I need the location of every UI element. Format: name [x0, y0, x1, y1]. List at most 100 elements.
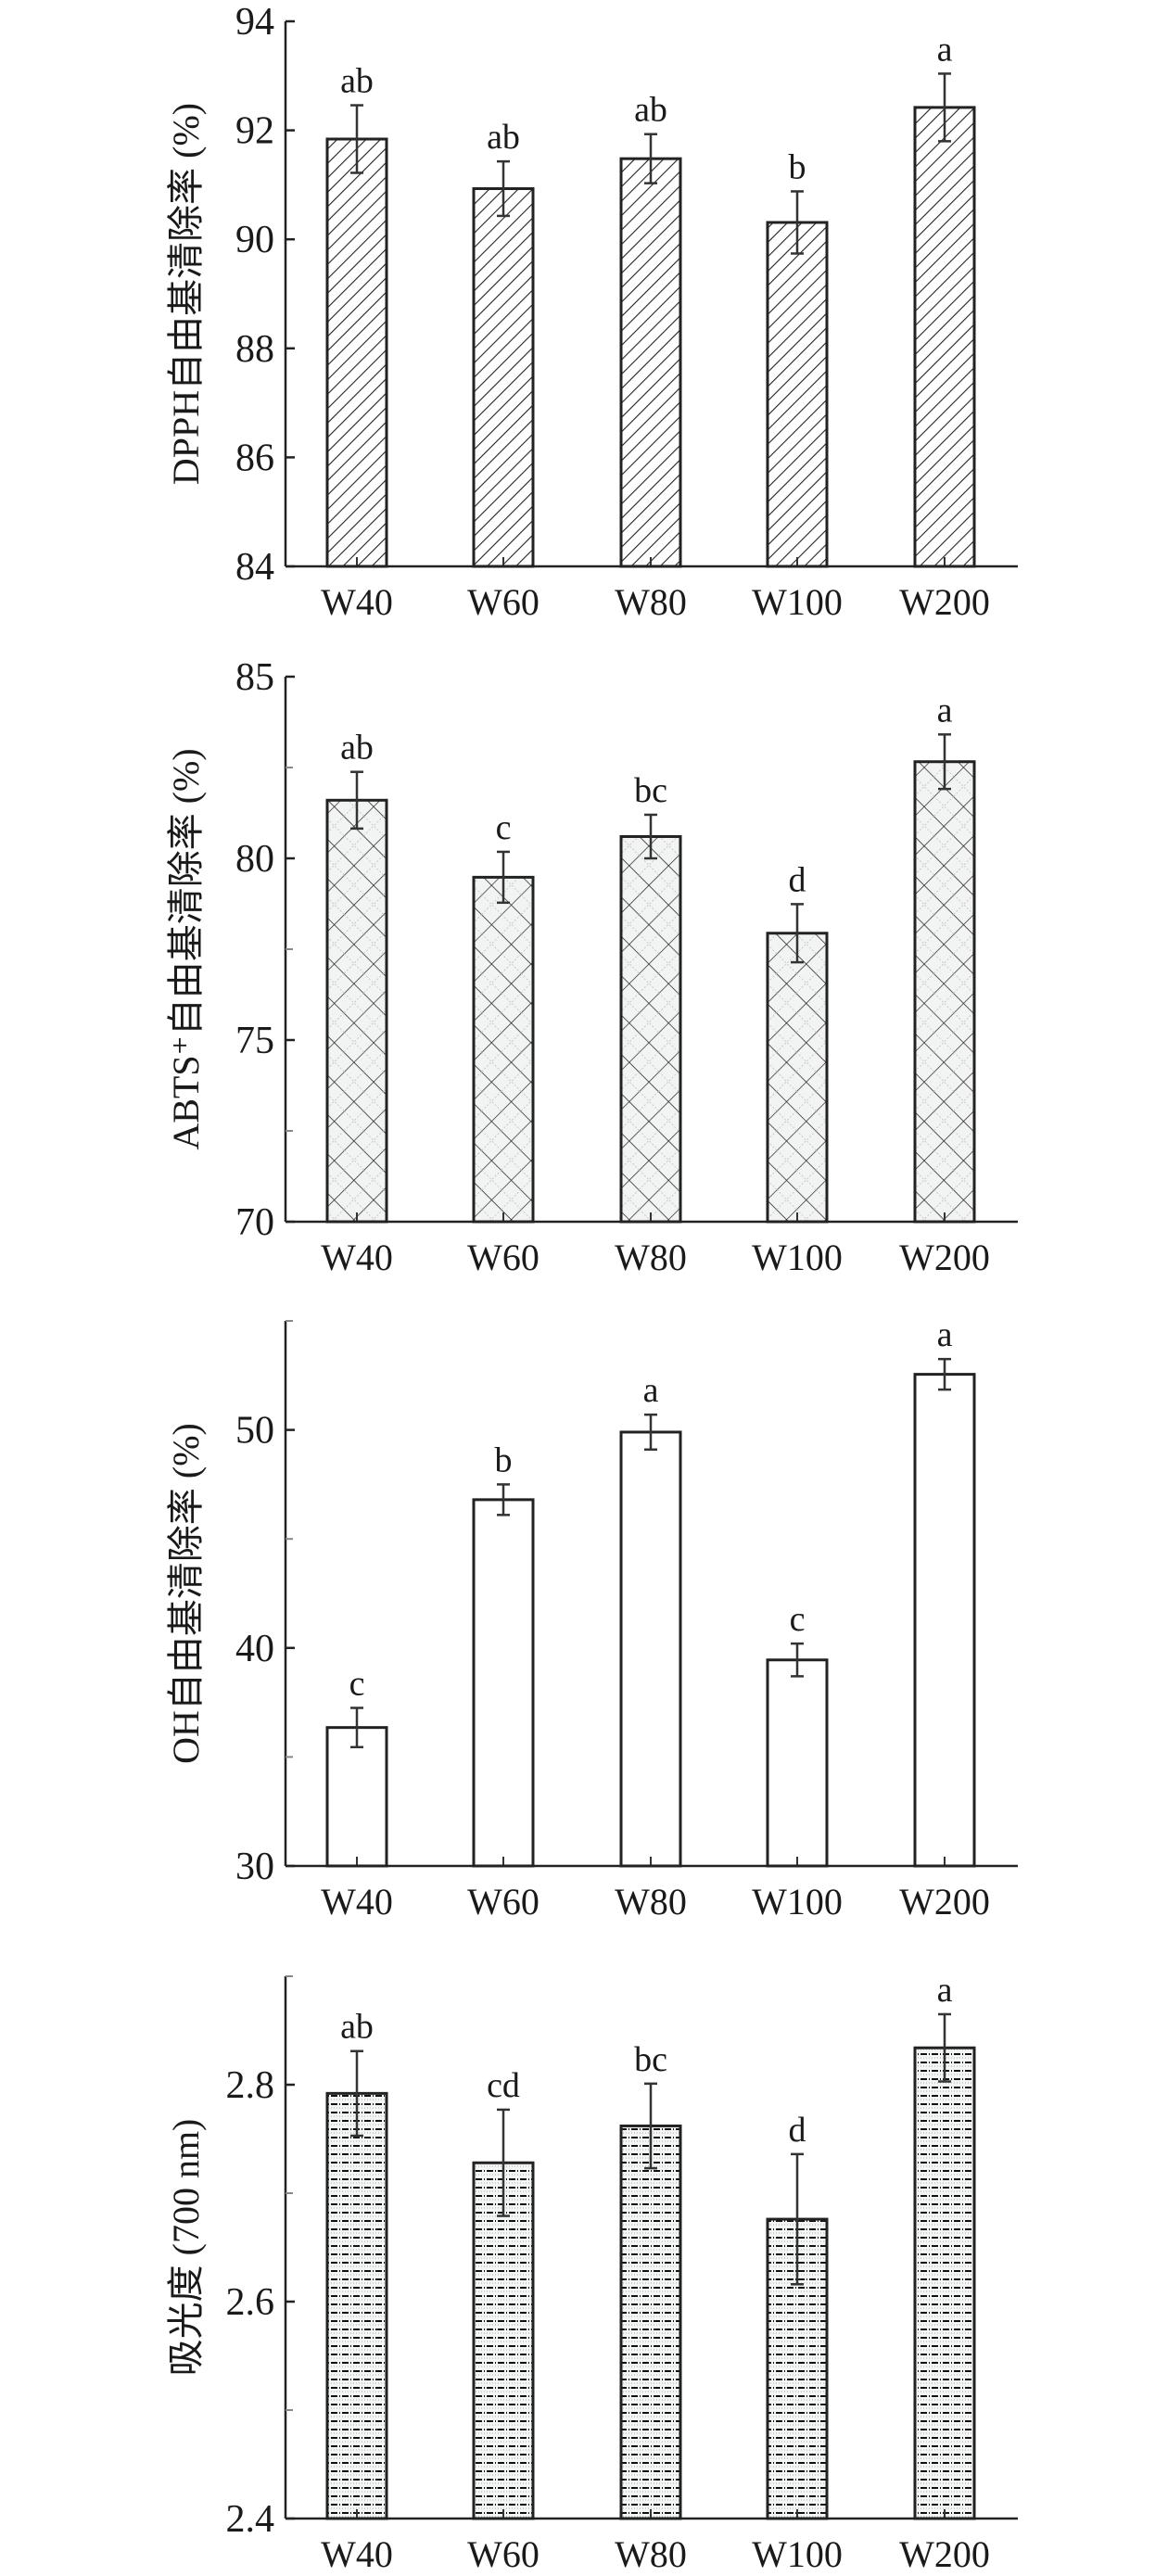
significance-letter: d: [789, 860, 806, 899]
error-bar-w60: [497, 850, 510, 905]
error-bar-w80: [644, 2082, 657, 2170]
error-bar-w200: [938, 733, 951, 791]
x-tick-label: W100: [752, 1237, 843, 1278]
significance-letter: d: [789, 2111, 806, 2150]
significance-letter: ab: [340, 62, 374, 101]
y-tick-label: 85: [235, 656, 274, 699]
error-bar-w40: [350, 1707, 363, 1749]
error-bar-w200: [938, 72, 951, 143]
bar-w60: [472, 2161, 535, 2520]
x-tick-label: W80: [615, 2533, 687, 2575]
significance-letter: c: [496, 808, 512, 847]
x-tick-label: W40: [321, 2533, 393, 2575]
significance-letter: b: [495, 1440, 513, 1479]
error-bar-w200: [938, 2012, 951, 2083]
x-tick-label: W80: [615, 1237, 687, 1278]
error-bar-w60: [497, 2108, 510, 2217]
x-tick-label: W100: [752, 581, 843, 623]
y-tick-label: 2.6: [226, 2281, 275, 2324]
x-tick-label: W100: [752, 1881, 843, 1922]
bar-w200: [913, 760, 976, 1224]
bar-w100: [766, 1658, 829, 1868]
x-tick-label: W200: [899, 1237, 990, 1278]
error-bar-w100: [791, 190, 804, 255]
x-tick-label: W40: [321, 581, 393, 623]
error-bar-w100: [791, 1642, 804, 1678]
x-tick-label: W80: [615, 1881, 687, 1922]
bar-w80: [619, 834, 682, 1224]
y-tick-label: 84: [235, 546, 274, 589]
bar-w200: [913, 1373, 976, 1868]
significance-letter: bc: [634, 2040, 667, 2079]
error-bar-w40: [350, 2049, 363, 2138]
chart-panel-2: ab W40 c W60 bc W80 d W100 a W200 70 75 80 85 ABTS⁺自由基…: [165, 656, 1018, 1278]
bar-w40: [325, 798, 388, 1224]
y-axis-label: ABTS⁺自由基清除率 (%): [165, 748, 207, 1149]
x-tick-label: W40: [321, 1237, 393, 1278]
y-axis-label: OH自由基清除率 (%): [165, 1423, 207, 1764]
error-bar-w80: [644, 813, 657, 860]
y-axis-label: 吸光度 (700 nm): [165, 2119, 207, 2377]
y-tick-label: 92: [235, 110, 274, 153]
bar-w100: [766, 932, 829, 1224]
significance-letter: a: [643, 1371, 659, 1410]
x-tick-label: W100: [752, 2533, 843, 2575]
y-tick-label: 86: [235, 437, 274, 479]
error-bar-w80: [644, 1413, 657, 1452]
bar-w60: [472, 187, 535, 568]
error-bar-w40: [350, 770, 363, 831]
y-tick-label: 88: [235, 328, 274, 371]
chart-panel-1: ab W40 ab W60 ab W80 b W100 a W200 84 86 88 90 92 94 DPP…: [165, 1, 1018, 623]
significance-letter: b: [789, 147, 806, 186]
x-tick-label: W200: [899, 581, 990, 623]
error-bar-w100: [791, 2152, 804, 2286]
significance-letter: a: [937, 30, 953, 69]
y-tick-label: 80: [235, 838, 274, 881]
significance-letter: ab: [340, 729, 374, 768]
x-tick-label: W60: [467, 581, 540, 623]
bar-w80: [619, 1430, 682, 1868]
y-tick-label: 75: [235, 1020, 274, 1062]
x-tick-label: W60: [467, 2533, 540, 2575]
bar-w40: [325, 2091, 388, 2520]
y-tick-label: 40: [235, 1628, 274, 1670]
error-bar-w80: [644, 133, 657, 184]
y-tick-label: 94: [235, 1, 274, 44]
bar-w80: [619, 2124, 682, 2520]
error-bar-w60: [497, 1483, 510, 1516]
bar-w80: [619, 157, 682, 568]
bar-w100: [766, 221, 829, 568]
error-bar-w60: [497, 159, 510, 218]
y-tick-label: 30: [235, 1846, 274, 1888]
bar-w40: [325, 1726, 388, 1868]
x-tick-label: W60: [467, 1237, 540, 1278]
y-tick-label: 2.4: [226, 2498, 275, 2541]
significance-letter: cd: [487, 2066, 520, 2105]
significance-letter: a: [937, 1971, 953, 2010]
y-axis-label: DPPH自由基清除率 (%): [165, 103, 207, 485]
significance-letter: bc: [634, 771, 667, 810]
x-tick-label: W60: [467, 1881, 540, 1922]
error-bar-w200: [938, 1357, 951, 1391]
error-bar-w40: [350, 104, 363, 174]
bar-w40: [325, 137, 388, 568]
significance-letter: ab: [487, 118, 520, 157]
significance-letter: ab: [340, 2008, 374, 2047]
bar-w60: [472, 875, 535, 1224]
y-tick-label: 70: [235, 1201, 274, 1244]
bar-w200: [913, 106, 976, 568]
significance-letter: a: [937, 691, 953, 730]
x-tick-label: W80: [615, 581, 687, 623]
chart-panel-3: c W40 b W60 a W80 c W100 a W200 30 40 50 OH自由基清除率 (%): [165, 1315, 1018, 1922]
significance-letter: c: [790, 1600, 806, 1639]
significance-letter: a: [937, 1315, 953, 1354]
chart-panel-4: ab W40 cd W60 bc W80 d W100 a W200 2.4 2.6 2.8 吸光度 (7…: [165, 1971, 1018, 2575]
x-tick-label: W40: [321, 1881, 393, 1922]
y-tick-label: 2.8: [226, 2064, 275, 2107]
y-tick-label: 90: [235, 219, 274, 261]
bar-w200: [913, 2046, 976, 2520]
bar-w60: [472, 1498, 535, 1868]
x-tick-label: W200: [899, 2533, 990, 2575]
x-tick-label: W200: [899, 1881, 990, 1922]
